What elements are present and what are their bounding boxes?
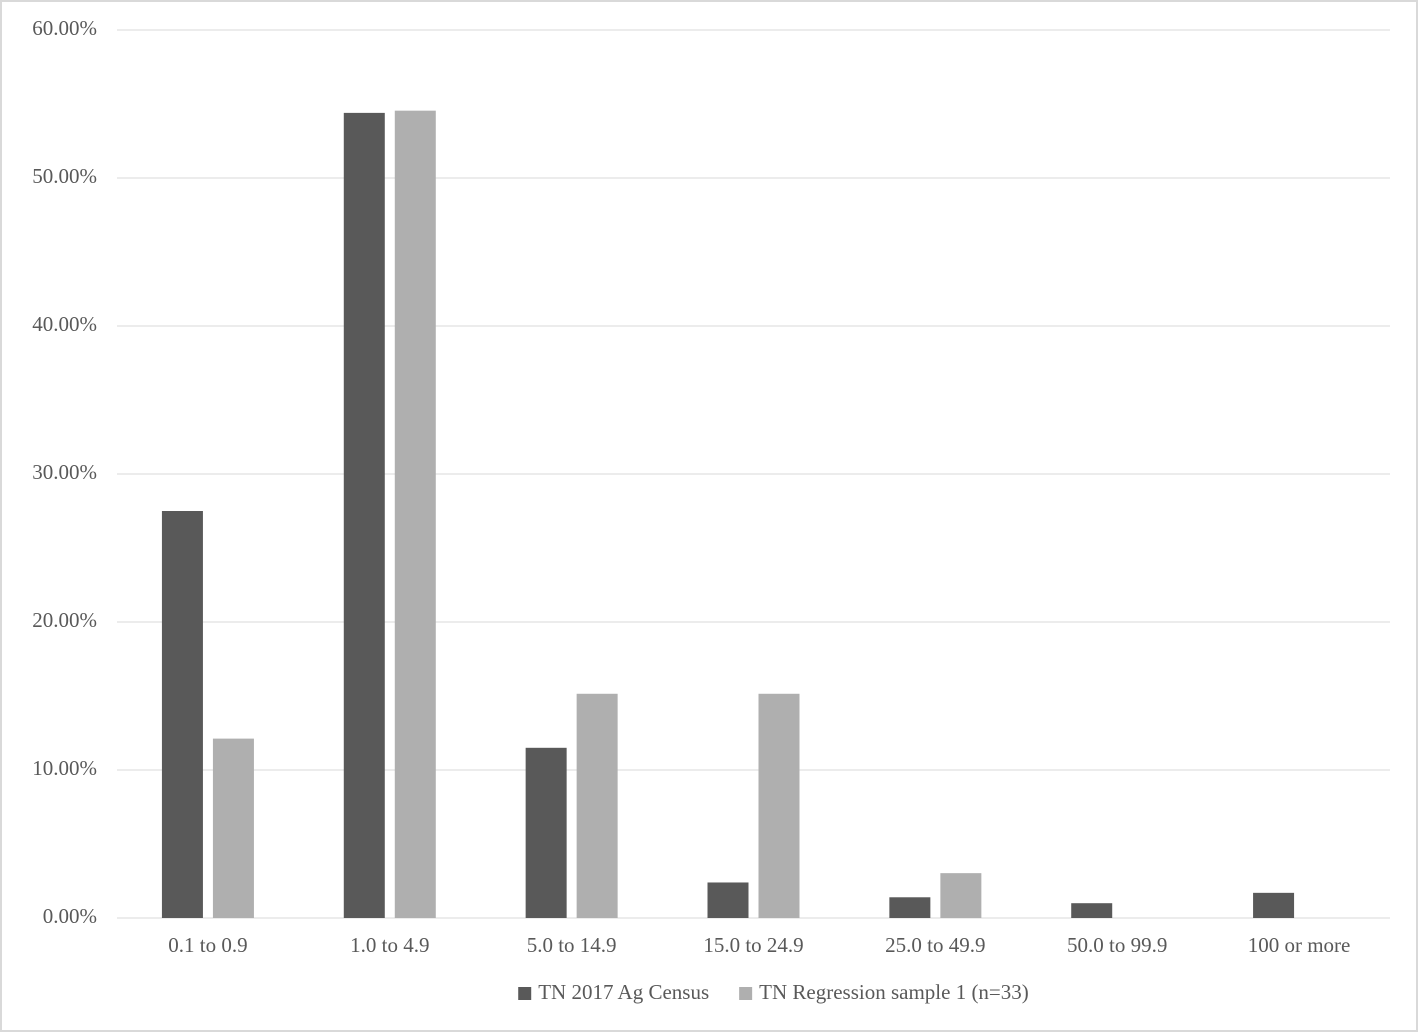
bar bbox=[576, 693, 618, 918]
legend-label: TN Regression sample 1 (n=33) bbox=[759, 980, 1029, 1004]
y-tick-label: 0.00% bbox=[43, 904, 97, 928]
bar bbox=[940, 873, 982, 918]
y-tick-label: 50.00% bbox=[32, 164, 97, 188]
legend-marker bbox=[518, 987, 532, 1000]
y-tick-label: 20.00% bbox=[32, 608, 97, 632]
bar bbox=[1071, 903, 1113, 918]
y-tick-label: 10.00% bbox=[32, 756, 97, 780]
y-tick-label: 60.00% bbox=[32, 16, 97, 40]
x-tick-label: 15.0 to 24.9 bbox=[703, 933, 803, 957]
legend-marker bbox=[739, 987, 753, 1000]
x-tick-label: 100 or more bbox=[1248, 933, 1351, 957]
x-tick-label: 0.1 to 0.9 bbox=[168, 933, 247, 957]
y-tick-label: 30.00% bbox=[32, 460, 97, 484]
bar bbox=[758, 693, 800, 918]
bar bbox=[212, 738, 254, 918]
bar bbox=[394, 110, 436, 918]
y-tick-label: 40.00% bbox=[32, 312, 97, 336]
bar bbox=[525, 747, 567, 918]
legend-label: TN 2017 Ag Census bbox=[538, 980, 709, 1004]
x-tick-label: 5.0 to 14.9 bbox=[527, 933, 617, 957]
bar bbox=[707, 882, 749, 918]
bar bbox=[161, 511, 203, 918]
x-tick-label: 25.0 to 49.9 bbox=[885, 933, 985, 957]
bar bbox=[343, 112, 385, 918]
bar bbox=[1253, 892, 1295, 918]
x-tick-label: 50.0 to 99.9 bbox=[1067, 933, 1167, 957]
x-tick-label: 1.0 to 4.9 bbox=[350, 933, 429, 957]
bar bbox=[889, 897, 931, 918]
